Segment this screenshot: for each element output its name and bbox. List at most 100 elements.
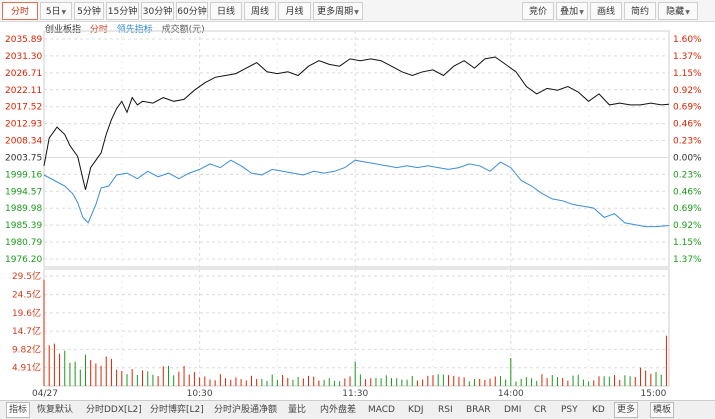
period-button-5[interactable]: 60分钟 [176,2,208,20]
volume-label: 成交额(元) [161,25,205,35]
pct-tick-label: 1.37% [673,255,702,265]
volume-tick-label: 14.7亿 [12,325,41,337]
pct-tick-label: 0.46% [673,120,702,130]
period-toolbar: 分时 5日▼ 5分钟 15分钟 30分钟 60分钟 日线 周线 月线 更多周期▼ 竞价 叠加▼ 画线简… [0,0,715,22]
volume-tick-label: 29.5亿 [12,270,41,282]
indicator-tab-16[interactable]: 模板 [650,402,675,418]
pct-tick-label: 1.15% [673,238,702,248]
tool-button-2[interactable]: 画线 [590,2,622,20]
volume-tick-label: 19.6亿 [12,307,41,319]
indicator-tab-3[interactable]: 分时博弈[L2] [150,405,204,415]
period-button-3[interactable]: 15分钟 [106,2,139,20]
indicator-tab-4[interactable]: 分时沪股通净额 [214,405,278,415]
chart-info-bar: 创业板指 分时 领先指标 成交额(元) [45,23,211,37]
volume-tick-label: 24.5亿 [12,289,41,301]
volume-tick-label: 9.82亿 [12,343,41,355]
indicator-tab-10[interactable]: BRAR [466,405,491,415]
pct-tick-label: 0.46% [673,187,702,197]
price-tick-label: 2003.75 [5,153,42,163]
index-name: 创业板指 [45,25,82,35]
chevron-down-icon: ▼ [685,9,690,16]
tool-button-label: 画线 [596,7,615,17]
indicator-tab-13[interactable]: PSY [561,405,578,415]
pct-tick-label: 1.37% [673,52,702,62]
volume-panel [43,268,670,387]
indicator-tab-7[interactable]: MACD [368,405,395,415]
period-button-8[interactable]: 月线 [278,2,311,20]
tool-button-0[interactable]: 竞价 [522,2,554,20]
indicator-tab-8[interactable]: KDJ [408,405,424,415]
pct-tick-label: 0.00% [673,153,702,163]
x-tick-label: 11:30 [342,389,368,399]
price-tick-label: 2031.30 [5,52,42,62]
period-button-label: 分时 [10,7,29,17]
x-tick-label: 15:00 [640,389,666,399]
indicator-tab-9[interactable]: RSI [438,405,453,415]
indicator-tab-1[interactable]: 恢复默认 [37,405,74,415]
pct-tick-label: 0.69% [673,204,702,214]
x-tick-label: 14:00 [498,389,524,399]
lead-indicator-label[interactable]: 领先指标 [116,25,153,35]
tool-button-label: 隐藏 [666,7,685,17]
period-button-4[interactable]: 30分钟 [141,2,174,20]
indicator-tab-5[interactable]: 量比 [288,405,307,415]
volume-tick-label: 4.91亿 [12,362,41,374]
price-tick-label: 1976.20 [5,255,42,265]
period-label: 分时 [89,25,108,35]
tool-button-3[interactable]: 简约 [624,2,656,20]
pct-tick-label: 1.60% [673,35,702,45]
pct-tick-label: 0.92% [673,86,702,96]
indicator-tab-12[interactable]: CR [534,405,547,415]
tool-button-label: 叠加 [560,7,579,17]
period-button-2[interactable]: 5分钟 [74,2,104,20]
period-button-6[interactable]: 日线 [210,2,242,20]
indicator-tab-bar: 指标 恢复默认 分时DDX[L2] 分时博弈[L2] 分时沪股通净额 量比 内外盘差 MACD… [0,400,715,419]
period-button-label: 5分钟 [77,7,101,17]
pct-tick-label: 0.23% [673,137,702,147]
price-tick-label: 2035.89 [5,35,42,45]
price-tick-label: 1989.98 [5,204,42,214]
period-button-label: 15分钟 [107,7,138,17]
period-button-label: 日线 [216,7,235,17]
tool-button-label: 简约 [630,7,649,17]
chevron-down-icon: ▼ [579,9,584,16]
period-button-7[interactable]: 周线 [244,2,276,20]
price-tick-label: 1985.39 [5,221,42,231]
indicator-tab-11[interactable]: DMI [504,405,522,415]
series-line-1 [43,159,670,228]
pct-tick-label: 0.69% [673,103,702,113]
indicator-tab-6[interactable]: 内外盘差 [320,405,357,415]
price-tick-label: 1999.16 [5,170,42,180]
period-button-1[interactable]: 5日▼ [40,2,72,20]
pct-tick-label: 1.15% [673,69,702,79]
price-tick-label: 2022.11 [5,86,42,96]
tool-button-1[interactable]: 叠加▼ [556,2,588,20]
period-button-label: 60分钟 [177,7,207,17]
period-button-label: 更多周期 [317,7,354,17]
period-button-9[interactable]: 更多周期▼ [313,2,363,20]
tool-button-label: 竞价 [528,7,547,17]
intraday-chart[interactable]: 2035.89 1.60% 2031.30 1.37% 2026.71 1.15% 2022… [0,0,715,400]
price-tick-label: 2026.71 [5,69,42,79]
period-button-0[interactable]: 分时 [2,2,38,20]
chevron-down-icon: ▼ [354,9,359,16]
price-tick-label: 1994.57 [5,187,42,197]
x-tick-label: 10:30 [187,389,213,399]
price-tick-label: 2008.34 [5,137,42,147]
indicator-tab-2[interactable]: 分时DDX[L2] [86,405,142,415]
pct-tick-label: 0.92% [673,221,702,231]
indicator-tab-14[interactable]: KD [592,405,605,415]
price-tick-label: 2012.93 [5,120,42,130]
price-tick-label: 2017.52 [5,103,42,113]
price-panel [43,30,670,268]
series-line-0 [43,56,670,190]
indicator-tab-0[interactable]: 指标 [6,402,31,418]
price-tick-label: 1980.79 [5,238,42,248]
period-button-label: 5日 [45,7,61,17]
tool-button-4[interactable]: 隐藏▼ [658,2,698,20]
indicator-tab-15[interactable]: 更多 [614,402,639,418]
x-tick-label: 04/27 [32,389,58,399]
pct-tick-label: 0.23% [673,170,702,180]
period-button-label: 30分钟 [142,7,173,17]
period-button-label: 月线 [285,7,304,17]
